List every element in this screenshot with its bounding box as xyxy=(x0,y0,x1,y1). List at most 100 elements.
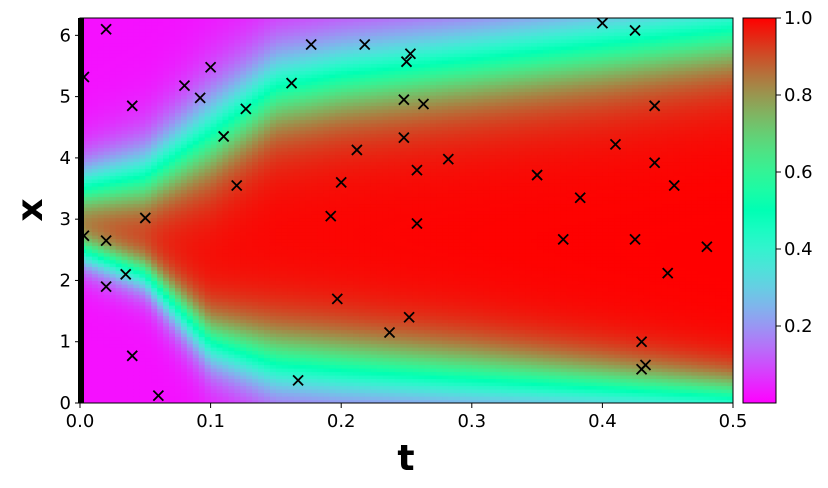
heatmap-cell xyxy=(210,39,218,44)
heatmap-cell xyxy=(133,221,140,226)
heatmap-cell xyxy=(192,126,200,131)
heatmap-cell xyxy=(186,81,194,86)
heatmap-cell xyxy=(145,172,152,177)
heatmap-cell xyxy=(103,63,111,68)
heatmap-cell xyxy=(228,28,235,33)
heatmap-cell xyxy=(204,361,212,366)
heatmap-cell xyxy=(210,301,218,306)
heatmap-cell xyxy=(127,322,135,327)
heatmap-cell xyxy=(258,336,265,341)
heatmap-cell xyxy=(335,343,342,348)
heatmap-cell xyxy=(198,343,206,348)
heatmap-cell xyxy=(329,291,336,296)
heatmap-cell xyxy=(145,308,152,313)
heatmap-cell xyxy=(121,67,129,72)
heatmap-cell xyxy=(275,182,283,187)
heatmap-cell xyxy=(293,105,301,110)
heatmap-cell xyxy=(216,378,224,383)
heatmap-cell xyxy=(287,119,295,124)
heatmap-cell xyxy=(347,343,354,348)
heatmap-cell xyxy=(97,77,105,82)
heatmap-cell xyxy=(210,168,218,173)
heatmap-cell xyxy=(115,28,123,33)
heatmap-cell xyxy=(192,340,200,345)
heatmap-cell xyxy=(109,102,117,107)
heatmap-cell xyxy=(246,214,253,219)
heatmap-cell xyxy=(275,375,283,380)
heatmap-cell xyxy=(240,147,247,152)
heatmap-cell xyxy=(151,179,158,184)
heatmap-cell xyxy=(145,102,152,107)
heatmap-cell xyxy=(305,238,313,243)
heatmap-cell xyxy=(317,151,324,156)
heatmap-cell xyxy=(264,18,271,23)
heatmap-cell xyxy=(222,109,230,114)
heatmap-cell xyxy=(216,392,224,397)
heatmap-cell xyxy=(299,259,307,264)
heatmap-cell xyxy=(198,196,206,201)
heatmap-cell xyxy=(299,144,307,149)
heatmap-cell xyxy=(115,361,123,366)
heatmap-cell xyxy=(222,18,230,23)
heatmap-cell xyxy=(192,256,200,261)
heatmap-cell xyxy=(169,347,176,352)
heatmap-cell xyxy=(264,301,271,306)
heatmap-cell xyxy=(121,294,129,299)
heatmap-cell xyxy=(222,378,230,383)
heatmap-cell xyxy=(240,319,247,324)
heatmap-cell xyxy=(335,287,342,292)
heatmap-cell xyxy=(157,340,164,345)
heatmap-cell xyxy=(323,165,330,170)
heatmap-cell xyxy=(103,77,111,82)
heatmap-cell xyxy=(163,25,170,30)
heatmap-cell xyxy=(264,221,271,226)
heatmap-cell xyxy=(204,242,212,247)
heatmap-cell xyxy=(91,245,99,250)
heatmap-cell xyxy=(163,186,170,191)
heatmap-cell xyxy=(234,74,241,79)
heatmap-cell xyxy=(133,354,140,359)
heatmap-cell xyxy=(121,88,129,93)
heatmap-cell xyxy=(252,312,259,317)
heatmap-cell xyxy=(341,74,348,79)
heatmap-cell xyxy=(180,151,188,156)
heatmap-cell xyxy=(240,368,247,373)
heatmap-cell xyxy=(180,203,188,208)
heatmap-cell xyxy=(264,298,271,303)
heatmap-cell xyxy=(133,284,140,289)
heatmap-cell xyxy=(109,137,117,142)
heatmap-cell xyxy=(246,245,253,250)
heatmap-cell xyxy=(121,182,129,187)
heatmap-cell xyxy=(210,322,218,327)
heatmap-cell xyxy=(139,301,146,306)
heatmap-cell xyxy=(169,396,176,401)
heatmap-cell xyxy=(222,340,230,345)
heatmap-cell xyxy=(103,193,111,198)
heatmap-cell xyxy=(293,84,301,89)
heatmap-cell xyxy=(103,252,111,257)
heatmap-cell xyxy=(109,259,117,264)
heatmap-cell xyxy=(341,280,348,285)
heatmap-cell xyxy=(287,249,295,254)
heatmap-cell xyxy=(151,235,158,240)
heatmap-cell xyxy=(341,242,348,247)
heatmap-cell xyxy=(186,256,194,261)
heatmap-cell xyxy=(264,196,271,201)
heatmap-cell xyxy=(157,193,164,198)
heatmap-cell xyxy=(180,32,188,37)
heatmap-cell xyxy=(275,28,283,33)
heatmap-cell xyxy=(169,228,176,233)
heatmap-cell xyxy=(85,389,93,394)
heatmap-cell xyxy=(240,287,247,292)
heatmap-cell xyxy=(91,385,99,390)
heatmap-cell xyxy=(210,263,218,268)
heatmap-cell xyxy=(335,340,342,345)
heatmap-cell xyxy=(85,49,93,54)
heatmap-cell xyxy=(234,91,241,96)
heatmap-cell xyxy=(317,284,324,289)
heatmap-cell xyxy=(347,252,354,257)
heatmap-cell xyxy=(287,343,295,348)
heatmap-cell xyxy=(198,193,206,198)
heatmap-cell xyxy=(269,186,277,191)
heatmap-cell xyxy=(264,172,271,177)
